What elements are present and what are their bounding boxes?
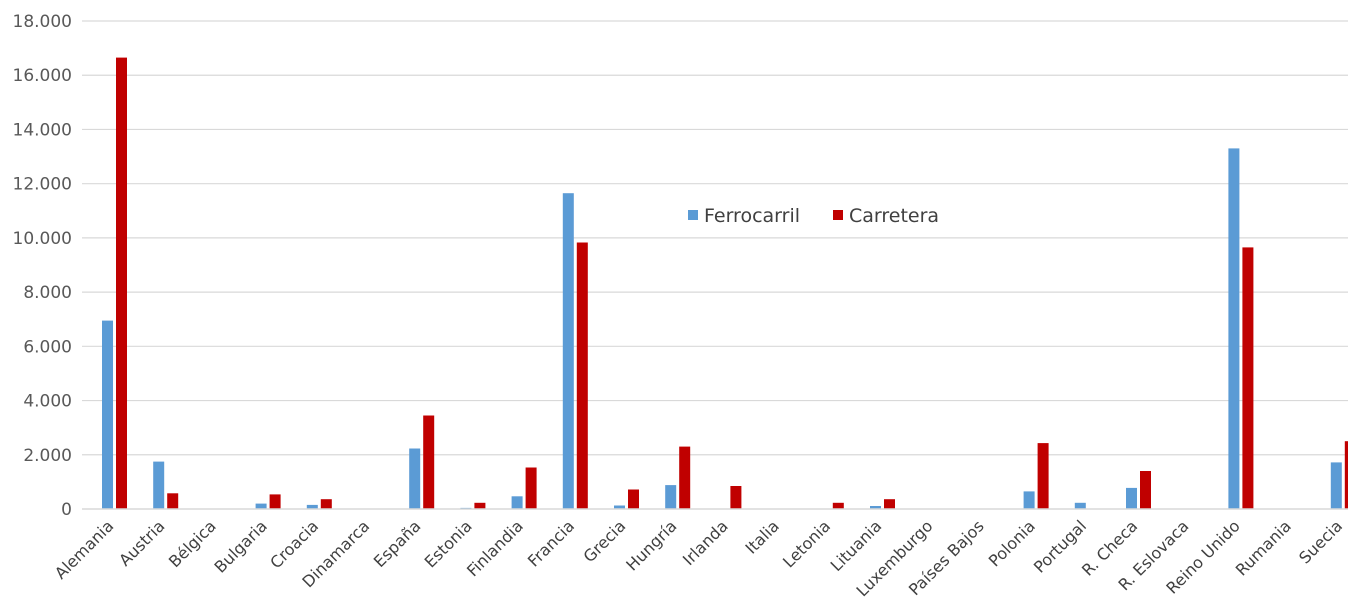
bar-ferrocarril-6 — [409, 448, 421, 509]
bar-ferrocarril-1 — [153, 461, 165, 509]
category-label: Alemania — [51, 516, 117, 582]
bar-carretera-3 — [269, 494, 281, 509]
bar-ferrocarril-10 — [614, 505, 625, 509]
bar-carretera-11 — [679, 446, 691, 509]
bar-ferrocarril-3 — [255, 503, 267, 509]
bar-ferrocarril-24 — [1330, 462, 1342, 509]
bar-ferrocarril-8 — [511, 496, 523, 509]
bars — [102, 57, 1348, 509]
bar-carretera-8 — [525, 467, 537, 509]
y-tick-label: 10.000 — [13, 229, 72, 249]
category-label: Italia — [742, 516, 783, 557]
bar-carretera-4 — [320, 499, 332, 509]
legend-label-carretera: Carretera — [849, 205, 939, 227]
bar-carretera-14 — [832, 502, 844, 509]
bar-carretera-0 — [116, 57, 127, 509]
bar-carretera-22 — [1242, 247, 1254, 509]
bar-carretera-10 — [628, 489, 639, 509]
category-label: Letonia — [779, 516, 834, 571]
category-label: España — [370, 516, 425, 571]
y-tick-label: 12.000 — [13, 175, 72, 195]
y-tick-label: 16.000 — [13, 66, 72, 86]
x-axis-categories: AlemaniaAustriaBélgicaBulgariaCroaciaDin… — [51, 516, 1346, 600]
y-tick-label: 2.000 — [23, 446, 72, 466]
legend: Ferrocarril Carretera — [688, 205, 939, 227]
bar-ferrocarril-22 — [1228, 148, 1240, 509]
bar-ferrocarril-11 — [665, 485, 677, 509]
legend-label-ferrocarril: Ferrocarril — [704, 205, 800, 227]
y-tick-label: 14.000 — [13, 120, 72, 140]
bar-carretera-20 — [1140, 471, 1151, 509]
bar-ferrocarril-9 — [562, 193, 574, 509]
bar-ferrocarril-19 — [1074, 502, 1086, 509]
category-label: Finlandia — [463, 516, 527, 580]
bar-carretera-24 — [1344, 441, 1348, 509]
category-label: Austria — [115, 516, 168, 569]
legend-swatch-carretera — [833, 210, 843, 220]
category-label: Bulgaria — [211, 516, 271, 576]
category-label: Francia — [524, 516, 578, 570]
bar-carretera-15 — [884, 499, 895, 509]
y-axis-ticks: 0 2.000 4.000 6.000 8.000 10.000 12.000 14.000 1… — [13, 12, 72, 520]
category-label: Rumania — [1232, 516, 1295, 579]
bar-carretera-12 — [730, 486, 742, 509]
gridlines — [82, 20, 1348, 456]
bar-ferrocarril-4 — [306, 504, 318, 509]
bar-carretera-1 — [167, 493, 179, 509]
y-tick-label: 0 — [61, 500, 72, 520]
bar-ferrocarril-15 — [870, 506, 881, 509]
bar-carretera-7 — [474, 502, 486, 509]
bar-ferrocarril-18 — [1023, 491, 1035, 509]
bar-carretera-6 — [423, 415, 435, 509]
category-label: Hungría — [622, 516, 680, 574]
bar-ferrocarril-20 — [1126, 487, 1137, 509]
y-tick-label: 18.000 — [13, 12, 72, 32]
legend-swatch-ferrocarril — [688, 210, 698, 220]
y-tick-label: 8.000 — [23, 283, 72, 303]
y-tick-label: 4.000 — [23, 392, 72, 412]
category-label: Irlanda — [679, 516, 732, 569]
y-tick-label: 6.000 — [23, 337, 72, 357]
category-label: Suecia — [1295, 516, 1346, 567]
bar-carretera-9 — [576, 242, 588, 509]
bar-ferrocarril-0 — [102, 320, 113, 509]
bar-carretera-18 — [1037, 443, 1049, 509]
category-label: Grecia — [579, 516, 629, 566]
